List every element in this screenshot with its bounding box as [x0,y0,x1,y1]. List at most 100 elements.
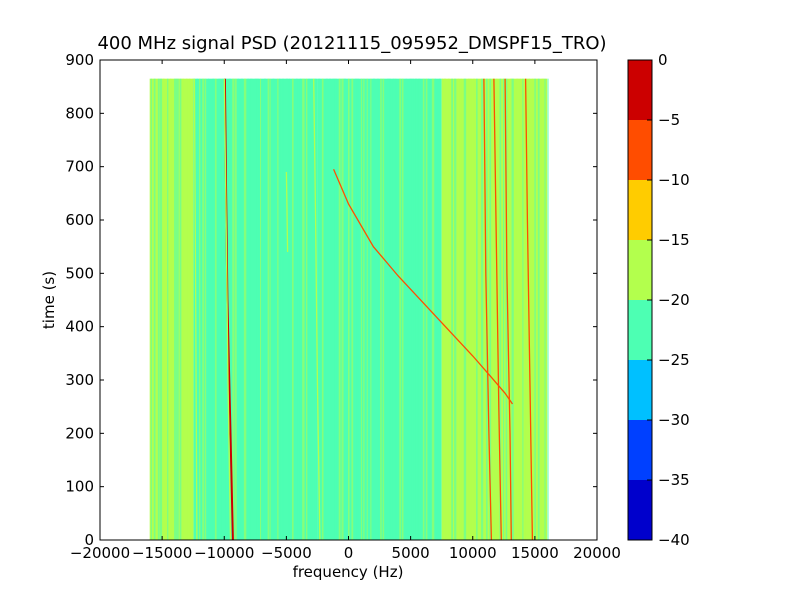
texture-streak [202,78,205,540]
texture-streak [534,78,536,540]
texture-streak [347,78,350,540]
texture-streak [153,78,156,540]
texture-streak [221,78,223,540]
colorbar-band [628,60,652,120]
x-tick-label: 10000 [449,544,497,562]
texture-streak [189,78,191,540]
texture-streak [460,78,462,540]
x-axis: −20000 −15000 −10000 −5000 0 5000 10000 15000 20… [70,60,621,562]
texture-streak [332,78,335,540]
y-tick-label: 800 [65,104,94,122]
texture-streak [473,78,475,540]
texture-streak [351,78,354,540]
texture-streak [179,78,182,540]
heatmap-texture [150,78,549,540]
texture-streak [228,78,231,540]
colorbar-tick-label: −10 [658,171,690,189]
heatmap-region-0 [149,78,194,540]
texture-streak [422,78,425,540]
signal-track-6 [313,78,321,540]
texture-streak [167,78,169,540]
x-tick-label: −5000 [261,544,312,562]
texture-streak [505,78,508,540]
signal-track-1 [223,78,232,540]
texture-streak [218,78,221,540]
texture-streak [370,78,372,540]
texture-streak [425,78,428,540]
chart-title: 400 MHz signal PSD (20121115_095952_DMSP… [97,33,606,54]
texture-streak [454,78,457,540]
texture-streak [412,78,414,540]
texture-streak [243,78,247,540]
x-tick-label: −10000 [194,544,254,562]
texture-streak [314,78,317,540]
colorbar-tick-label: −30 [658,411,690,429]
x-tick-label: 20000 [573,544,621,562]
texture-streak [343,78,347,540]
texture-streak [299,78,302,540]
texture-streak [463,78,467,540]
texture-streak [470,78,472,540]
y-tick-label: 700 [65,158,94,176]
signal-track-4 [504,78,512,540]
texture-streak [192,78,194,540]
texture-streak [434,78,437,540]
texture-streak [489,78,492,540]
texture-streak [476,78,478,540]
texture-streak [234,78,237,540]
texture-streak [308,78,311,540]
signal-track-3 [493,78,502,540]
texture-streak [250,78,253,540]
texture-streak [380,78,382,540]
colorbar-band [628,420,652,480]
texture-streak [438,78,441,540]
texture-streak [387,78,390,540]
x-axis-label: frequency (Hz) [293,563,404,581]
texture-streak [321,78,324,540]
colorbar-band [628,480,652,540]
texture-streak [401,78,404,540]
texture-streak [254,78,257,540]
texture-streak [260,78,262,540]
heatmap-region-2 [317,78,442,540]
texture-streak [174,78,177,540]
x-tick-label: 0 [344,544,354,562]
y-tick-label: 100 [65,478,94,496]
texture-streak [525,78,527,540]
texture-streak [285,78,289,540]
texture-streak [468,78,470,540]
signal-track-5 [524,78,534,540]
texture-streak [532,78,534,540]
texture-streak [372,78,375,540]
texture-streak [176,78,179,540]
texture-streak [208,78,210,540]
texture-streak [311,78,313,540]
texture-streak [264,78,267,540]
texture-streak [288,78,290,540]
texture-streak [363,78,365,540]
texture-streak [295,78,298,540]
texture-streak [510,78,513,540]
texture-streak [157,78,160,540]
colorbar: 0 −5 −10 −15 −20 −25 −30 −35 −40 [627,51,690,549]
texture-streak [360,78,363,540]
y-tick-label: 600 [65,211,94,229]
y-tick-label: 200 [65,424,94,442]
colorbar-tick-label: −15 [658,231,690,249]
texture-streak [441,78,444,540]
colorbar-tick-label: −5 [658,111,680,129]
texture-streak [357,78,359,540]
y-axis-label: time (s) [40,271,58,329]
texture-streak [395,78,397,540]
texture-streak [212,78,215,540]
texture-streak [389,78,391,540]
texture-streak [247,78,250,540]
texture-streak [341,78,344,540]
texture-streak [225,78,227,540]
texture-streak [338,78,341,540]
texture-streak [443,78,446,540]
colorbar-band [628,240,652,300]
texture-streak [240,78,243,540]
texture-streak [415,78,418,540]
texture-streak [377,78,379,540]
